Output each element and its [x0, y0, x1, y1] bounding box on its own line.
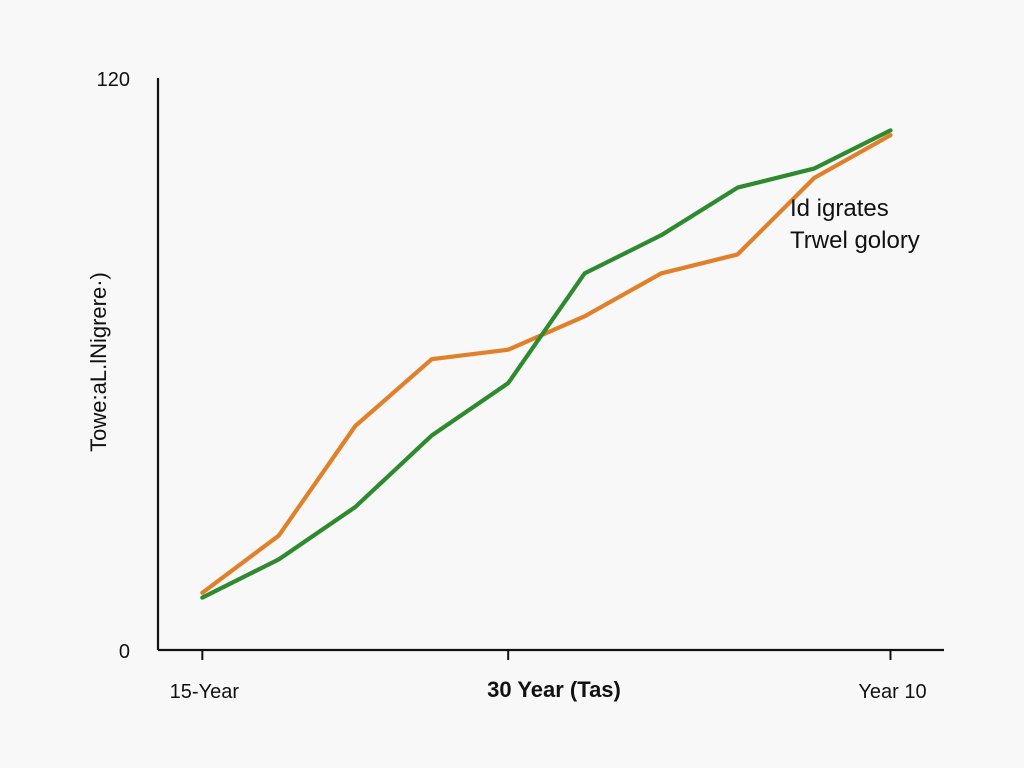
y-tick-label: 120	[97, 69, 130, 91]
x-axis-label: 30 Year (Tas)	[487, 677, 621, 702]
series-group	[200, 128, 893, 600]
series-line-2	[200, 128, 893, 600]
series-line-1	[200, 133, 893, 595]
x-tick-label: 15-Year	[170, 681, 240, 703]
annotation-line-1: Id igrates	[790, 195, 889, 222]
x-tick-label: Year 10	[858, 681, 926, 703]
labels: Towe:aL.lNigrere·) 30 Year (Tas) Id igra…	[86, 195, 920, 702]
y-tick-label: 0	[119, 641, 130, 663]
axes: 0 120 15-Year Year 10	[97, 69, 944, 703]
y-axis-label: Towe:aL.lNigrere·)	[86, 272, 111, 452]
annotation-line-2: Trwel golory	[790, 227, 920, 254]
